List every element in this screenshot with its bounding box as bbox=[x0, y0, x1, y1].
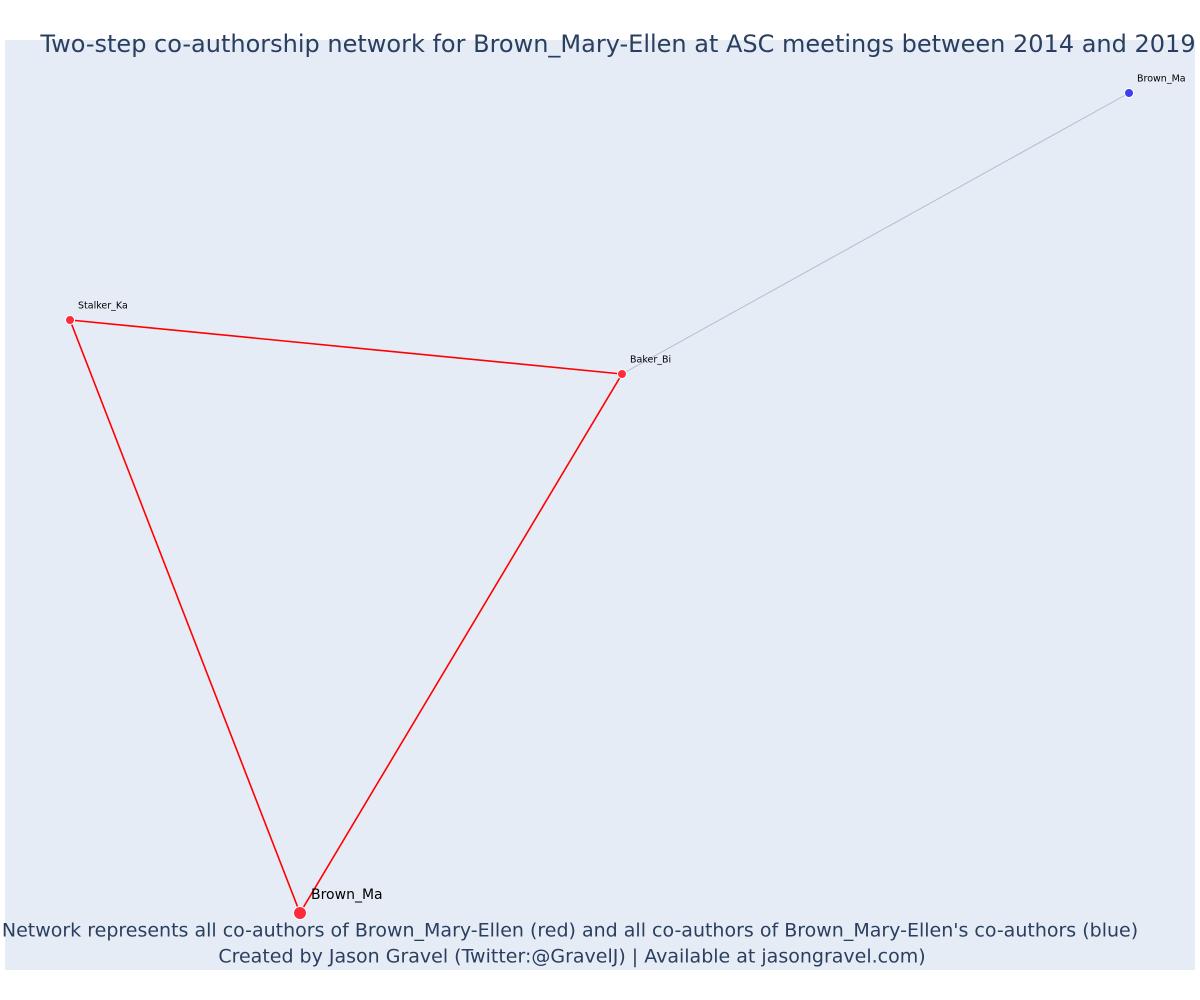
nodes: Brown_Ma Stalker_Ka Baker_Bi Brown_Ma bbox=[65, 74, 1186, 920]
edge bbox=[299, 373, 623, 914]
edge bbox=[621, 92, 1130, 375]
node bbox=[617, 369, 627, 379]
node-label: Brown_Ma bbox=[1137, 74, 1186, 85]
caption: Network represents all co-authors of Bro… bbox=[2, 920, 1138, 942]
node-label: Stalker_Ka bbox=[78, 301, 128, 312]
edge bbox=[69, 319, 623, 375]
node-label: Baker_Bi bbox=[630, 355, 671, 366]
node-label: Brown_Ma bbox=[311, 887, 383, 903]
edges bbox=[69, 92, 1130, 914]
node bbox=[1124, 88, 1134, 98]
node bbox=[293, 906, 307, 920]
title: Two-step co-authorship network for Brown… bbox=[39, 30, 1195, 58]
plot-background bbox=[5, 40, 1195, 970]
edge bbox=[69, 319, 301, 914]
node bbox=[65, 315, 75, 325]
caption: Created by Jason Gravel (Twitter:@Gravel… bbox=[218, 946, 925, 968]
